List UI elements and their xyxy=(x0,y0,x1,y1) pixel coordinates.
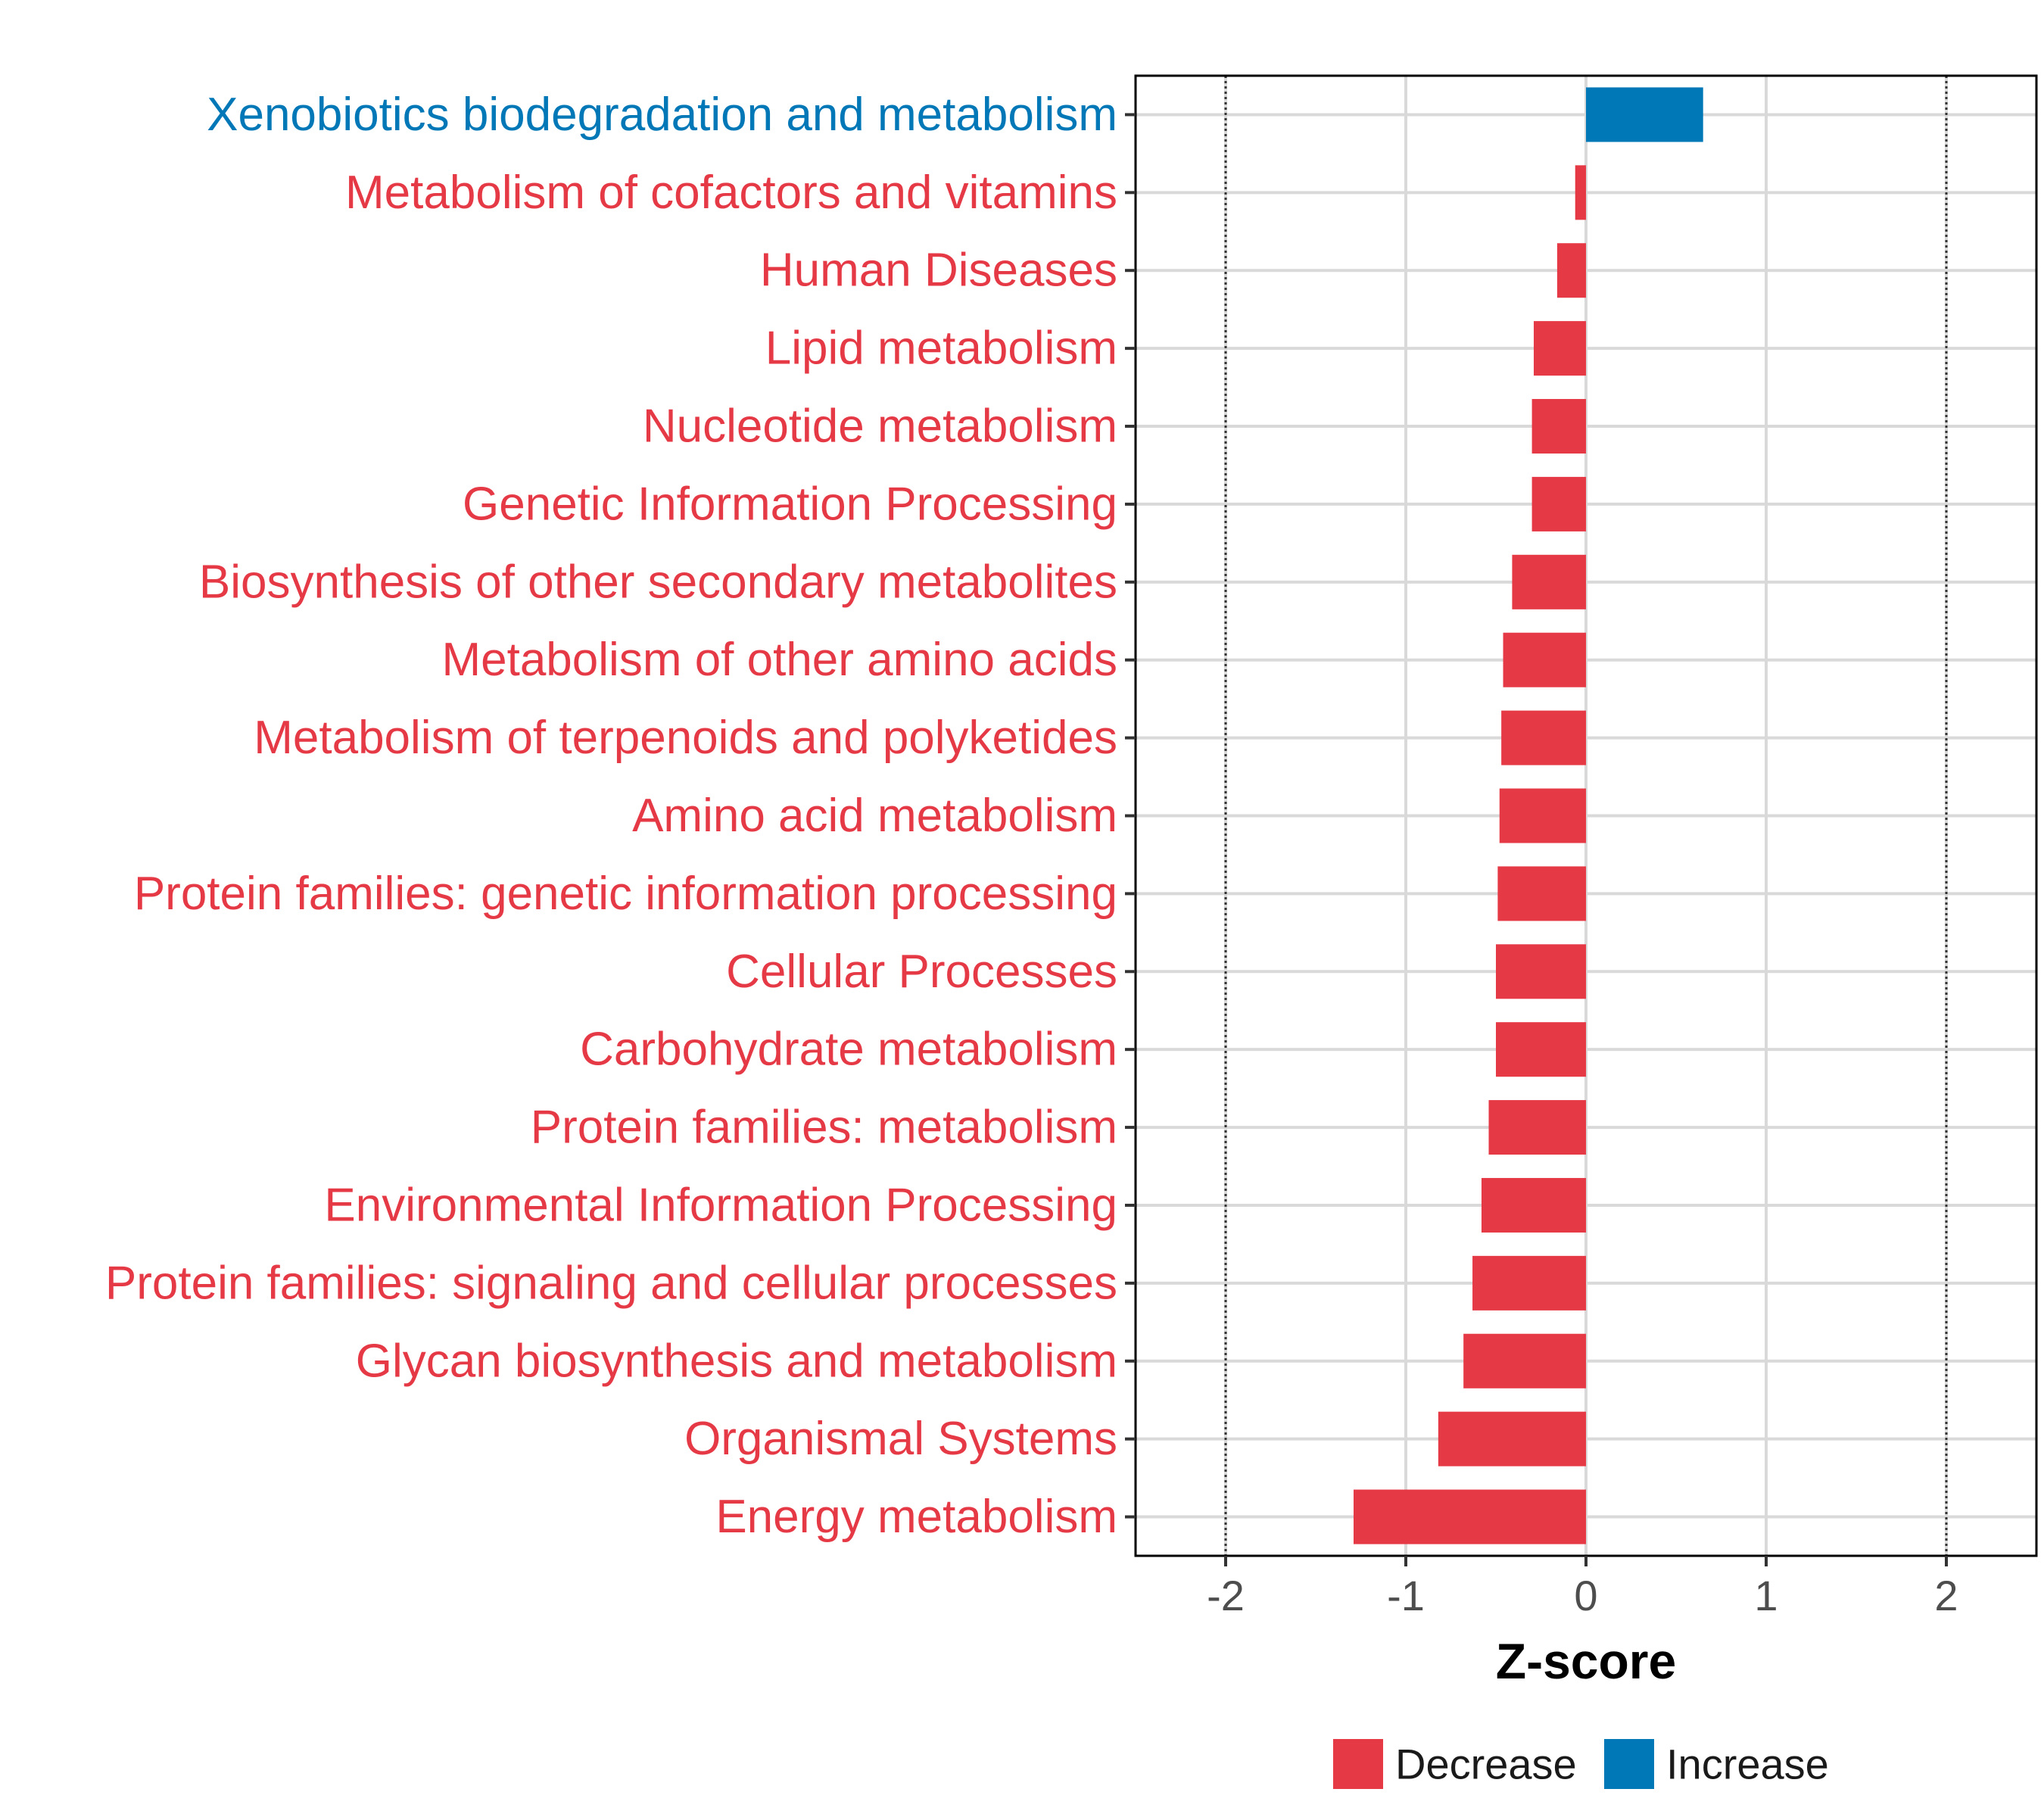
category-label: Cellular Processes xyxy=(726,946,1117,998)
bar xyxy=(1586,87,1703,142)
bar xyxy=(1472,1255,1586,1311)
bar xyxy=(1501,710,1586,765)
category-label: Metabolism of cofactors and vitamins xyxy=(345,167,1117,219)
bar xyxy=(1575,165,1586,220)
category-label: Organismal Systems xyxy=(684,1413,1117,1465)
category-label: Glycan biosynthesis and metabolism xyxy=(356,1335,1117,1387)
category-label: Human Diseases xyxy=(760,245,1117,297)
category-label: Genetic Information Processing xyxy=(463,478,1117,530)
x-axis-title: Z-score xyxy=(1496,1633,1676,1689)
bar xyxy=(1512,554,1586,609)
x-tick-label: 0 xyxy=(1574,1572,1597,1619)
bar xyxy=(1353,1489,1586,1544)
bar xyxy=(1531,476,1586,531)
category-label: Xenobiotics biodegradation and metabolis… xyxy=(207,89,1117,141)
category-label: Amino acid metabolism xyxy=(632,790,1117,842)
x-tick-label: -2 xyxy=(1207,1572,1245,1619)
category-label: Metabolism of terpenoids and polyketides xyxy=(254,712,1117,764)
bar xyxy=(1496,1022,1586,1077)
bar xyxy=(1499,788,1586,843)
y-axis-labels: Xenobiotics biodegradation and metabolis… xyxy=(105,89,1117,1543)
category-label: Nucleotide metabolism xyxy=(643,400,1117,453)
legend: Decrease Increase xyxy=(1333,1739,1829,1789)
legend-label: Decrease xyxy=(1395,1741,1577,1788)
legend-swatch xyxy=(1333,1739,1383,1789)
bar xyxy=(1481,1177,1586,1233)
bar xyxy=(1496,944,1586,999)
legend-swatch xyxy=(1604,1739,1654,1789)
x-tick-label: 2 xyxy=(1934,1572,1958,1619)
bar xyxy=(1488,1100,1586,1155)
bar xyxy=(1531,399,1586,454)
category-label: Energy metabolism xyxy=(715,1491,1117,1543)
category-label: Lipid metabolism xyxy=(765,323,1117,375)
x-tick-label: -1 xyxy=(1387,1572,1425,1619)
bar xyxy=(1463,1333,1586,1388)
category-label: Protein families: genetic information pr… xyxy=(134,868,1117,920)
bar xyxy=(1438,1411,1586,1466)
bar xyxy=(1556,243,1586,298)
bar xyxy=(1533,321,1586,376)
x-ticks: -2 -1 0 1 2 xyxy=(1207,1556,1958,1619)
bar xyxy=(1503,632,1586,687)
x-tick-label: 1 xyxy=(1754,1572,1778,1619)
y-ticks xyxy=(1125,113,1136,1519)
category-label: Metabolism of other amino acids xyxy=(441,634,1117,686)
bar xyxy=(1497,866,1586,921)
legend-label: Increase xyxy=(1666,1741,1829,1788)
bars xyxy=(1353,87,1703,1544)
category-label: Protein families: signaling and cellular… xyxy=(105,1257,1117,1309)
category-label: Environmental Information Processing xyxy=(324,1179,1117,1231)
category-label: Protein families: metabolism xyxy=(531,1102,1117,1154)
category-label: Biosynthesis of other secondary metaboli… xyxy=(199,556,1117,608)
category-label: Carbohydrate metabolism xyxy=(580,1024,1117,1076)
